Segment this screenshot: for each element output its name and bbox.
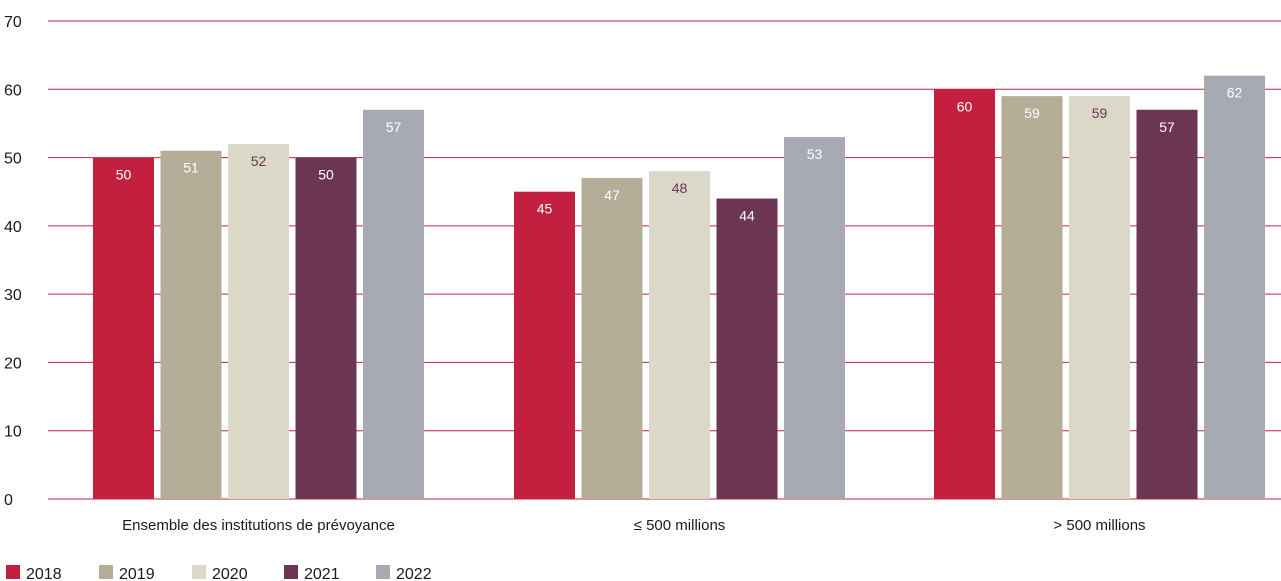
bar-value-label: 57 xyxy=(1159,119,1175,135)
bar-value-label: 53 xyxy=(807,146,823,162)
legend-swatch-2019 xyxy=(99,565,113,579)
bar-value-label: 44 xyxy=(739,208,755,224)
x-axis: Ensemble des institutions de prévoyance ≤… xyxy=(122,517,1145,534)
y-axis: 0 10 20 30 40 50 60 70 xyxy=(4,14,22,509)
y-tick-label: 30 xyxy=(4,287,22,304)
legend-swatch-2021 xyxy=(284,565,298,579)
bar-2021-2 xyxy=(1136,109,1198,500)
y-tick-label: 10 xyxy=(4,424,22,441)
bar-2021-0 xyxy=(295,157,357,500)
y-tick-label: 0 xyxy=(4,492,13,509)
bars: 50 51 52 50 57 45 47 48 44 53 60 59 59 57 62 xyxy=(93,75,1265,500)
bar-2022-1 xyxy=(784,137,845,500)
bar-2019-0 xyxy=(160,150,222,499)
legend-swatch-2020 xyxy=(192,565,206,579)
bar-2020-2 xyxy=(1069,96,1130,499)
y-tick-label: 20 xyxy=(4,355,22,372)
bar-value-label: 52 xyxy=(251,153,267,169)
x-category-label: Ensemble des institutions de prévoyance xyxy=(122,517,395,534)
bar-value-label: 51 xyxy=(183,160,199,176)
bar-value-label: 48 xyxy=(672,180,688,196)
bar-value-label: 62 xyxy=(1227,85,1243,101)
bar-2022-0 xyxy=(363,109,424,500)
legend-label: 2019 xyxy=(119,566,155,581)
bar-value-label: 47 xyxy=(604,187,620,203)
bar-2019-2 xyxy=(1001,96,1063,499)
bar-value-label: 59 xyxy=(1092,105,1108,121)
bar-2018-2 xyxy=(934,89,995,500)
y-tick-label: 70 xyxy=(4,14,22,31)
x-category-label: ≤ 500 millions xyxy=(634,517,726,534)
y-tick-label: 40 xyxy=(4,219,22,236)
x-category-label: > 500 millions xyxy=(1053,517,1145,534)
bar-2018-1 xyxy=(514,191,575,499)
legend-label: 2022 xyxy=(396,566,432,581)
legend-label: 2021 xyxy=(304,566,340,581)
bar-value-label: 50 xyxy=(318,167,334,183)
bar-2020-1 xyxy=(649,171,710,499)
legend: 2018 2019 2020 2021 2022 xyxy=(6,565,432,581)
bar-2018-0 xyxy=(93,157,154,500)
bar-2019-1 xyxy=(581,178,643,500)
legend-swatch-2022 xyxy=(376,565,390,579)
legend-swatch-2018 xyxy=(6,565,20,579)
legend-label: 2018 xyxy=(26,566,62,581)
bar-2020-0 xyxy=(228,143,289,499)
bar-2022-2 xyxy=(1204,75,1265,499)
bar-value-label: 45 xyxy=(537,201,553,217)
legend-label: 2020 xyxy=(212,566,248,581)
bar-2021-1 xyxy=(716,198,778,500)
y-tick-label: 60 xyxy=(4,82,22,99)
bar-value-label: 57 xyxy=(386,119,402,135)
bar-value-label: 59 xyxy=(1024,105,1040,121)
bar-value-label: 50 xyxy=(116,167,132,183)
y-tick-label: 50 xyxy=(4,151,22,168)
bar-value-label: 60 xyxy=(957,98,973,114)
